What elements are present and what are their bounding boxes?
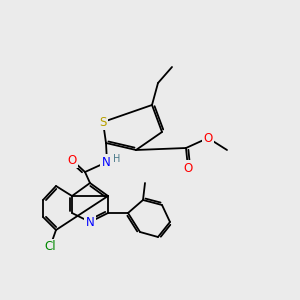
Text: O: O xyxy=(183,161,193,175)
Text: S: S xyxy=(99,116,107,128)
Text: N: N xyxy=(85,215,94,229)
Text: O: O xyxy=(68,154,76,166)
Text: H: H xyxy=(113,154,121,164)
Text: N: N xyxy=(102,155,110,169)
Text: Cl: Cl xyxy=(44,241,56,254)
Text: O: O xyxy=(203,131,213,145)
